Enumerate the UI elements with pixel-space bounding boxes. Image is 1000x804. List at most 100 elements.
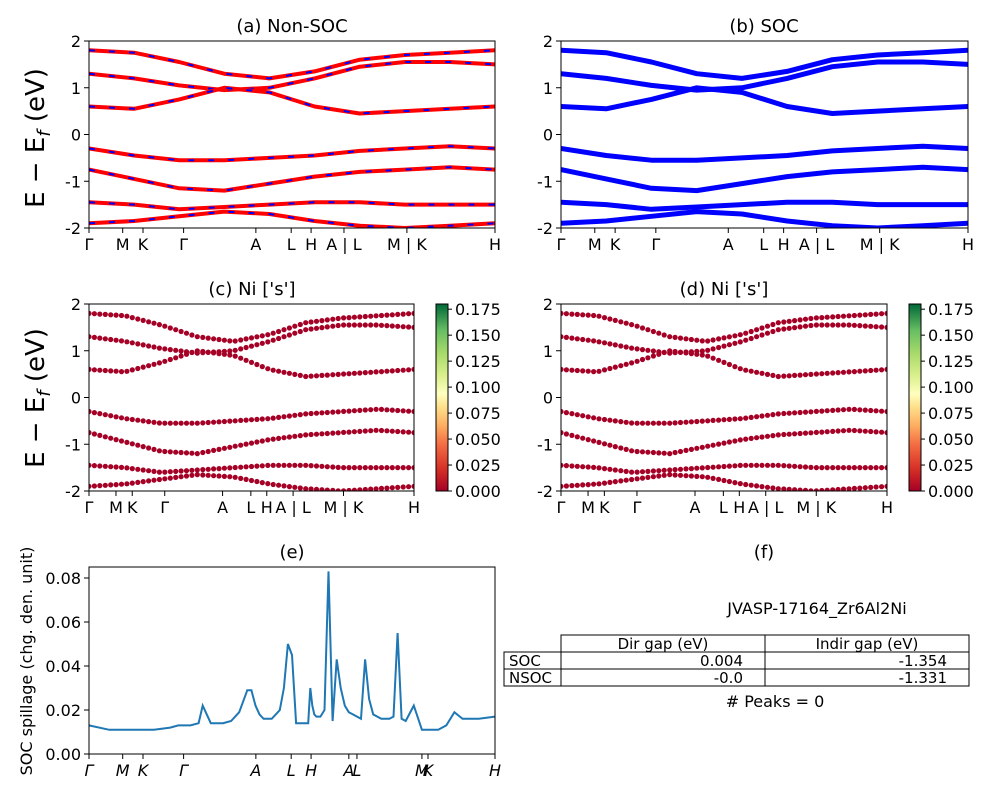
projection-point (276, 483, 281, 488)
projection-point (352, 315, 357, 320)
projection-point (841, 370, 846, 375)
projection-point (357, 370, 362, 375)
projection-point (119, 369, 124, 374)
x-tick-label: L (287, 235, 296, 254)
band-line (561, 212, 968, 228)
projection-point (700, 465, 705, 470)
projection-point (787, 319, 792, 324)
projection-point (363, 428, 368, 433)
projection-point (825, 408, 830, 413)
projection-point (216, 419, 221, 424)
x-tick-label: Γ (557, 498, 566, 517)
x-tick-label: H (881, 498, 893, 517)
projection-point (309, 411, 314, 416)
projection-point (189, 451, 194, 456)
projection-point (406, 484, 411, 489)
projection-point (705, 444, 710, 449)
projection-point (222, 446, 227, 451)
projection-point (390, 429, 395, 434)
projection-point (130, 441, 135, 446)
panel-a-frame (89, 41, 495, 228)
projection-point (216, 466, 221, 471)
x-tick-label: A | L (799, 235, 835, 254)
projection-point (374, 407, 379, 412)
projection-point (863, 312, 868, 317)
projection-point (629, 360, 634, 365)
projection-point (798, 488, 803, 493)
projection-point (852, 465, 857, 470)
projection-point (694, 474, 699, 479)
projection-point (759, 371, 764, 376)
colorbar-tick-label: 0.075 (928, 404, 974, 423)
projection-point (580, 413, 585, 418)
projection-point (770, 322, 775, 327)
y-tick-label: 0 (543, 126, 553, 145)
panel-c-y-ticks: -2-1012 (65, 295, 89, 501)
projection-point (635, 359, 640, 364)
projection-point (281, 435, 286, 440)
projection-point (662, 468, 667, 473)
projection-point (700, 352, 705, 357)
x-tick-label: Γ (632, 498, 641, 517)
projection-point (564, 463, 569, 468)
projection-point (352, 465, 357, 470)
projection-point (673, 349, 678, 354)
projection-point (662, 473, 667, 478)
projection-point (732, 463, 737, 468)
projection-point (836, 407, 841, 412)
projection-point (732, 341, 737, 346)
projection-point (727, 439, 732, 444)
projection-point (787, 463, 792, 468)
projection-point (591, 415, 596, 420)
projection-point (645, 450, 650, 455)
x-tick-label: A | L (275, 498, 311, 517)
projection-point (607, 341, 612, 346)
projection-point (732, 364, 737, 369)
projection-point (808, 465, 813, 470)
projection-point (836, 370, 841, 375)
projection-point (281, 327, 286, 332)
projection-point (97, 336, 102, 341)
projection-point (135, 316, 140, 321)
y-tick-label: -2 (537, 219, 553, 238)
projection-point (336, 372, 341, 377)
projection-point (596, 416, 601, 421)
projection-point (580, 337, 585, 342)
projection-point (222, 466, 227, 471)
projection-point (721, 417, 726, 422)
projection-point (168, 325, 173, 330)
projection-point (211, 466, 216, 471)
projection-point (683, 336, 688, 341)
projection-point (798, 324, 803, 329)
projection-point (667, 348, 672, 353)
projection-point (346, 322, 351, 327)
projection-point (265, 416, 270, 421)
projection-point (384, 407, 389, 412)
projection-point (596, 339, 601, 344)
x-tick-label: M (109, 498, 123, 517)
projection-point (395, 429, 400, 434)
projection-point (825, 371, 830, 376)
x-tick-label: H (733, 498, 745, 517)
projection-point (678, 350, 683, 355)
projection-point (379, 369, 384, 374)
projection-point (673, 335, 678, 340)
projection-point (130, 481, 135, 486)
projection-point (298, 412, 303, 417)
projection-point (179, 450, 184, 455)
projection-point (651, 468, 656, 473)
panel-b-title: (b) SOC (729, 16, 798, 37)
projection-point (168, 357, 173, 362)
x-tick-label: H (408, 498, 420, 517)
projection-point (819, 465, 824, 470)
projection-point (260, 480, 265, 485)
projection-point (114, 313, 119, 318)
x-tick-label: Γ (557, 235, 566, 254)
projection-point (195, 421, 200, 426)
projection-point (770, 329, 775, 334)
projection-point (271, 331, 276, 336)
projection-point (336, 409, 341, 414)
projection-point (330, 410, 335, 415)
projection-point (629, 448, 634, 453)
projection-point (119, 438, 124, 443)
